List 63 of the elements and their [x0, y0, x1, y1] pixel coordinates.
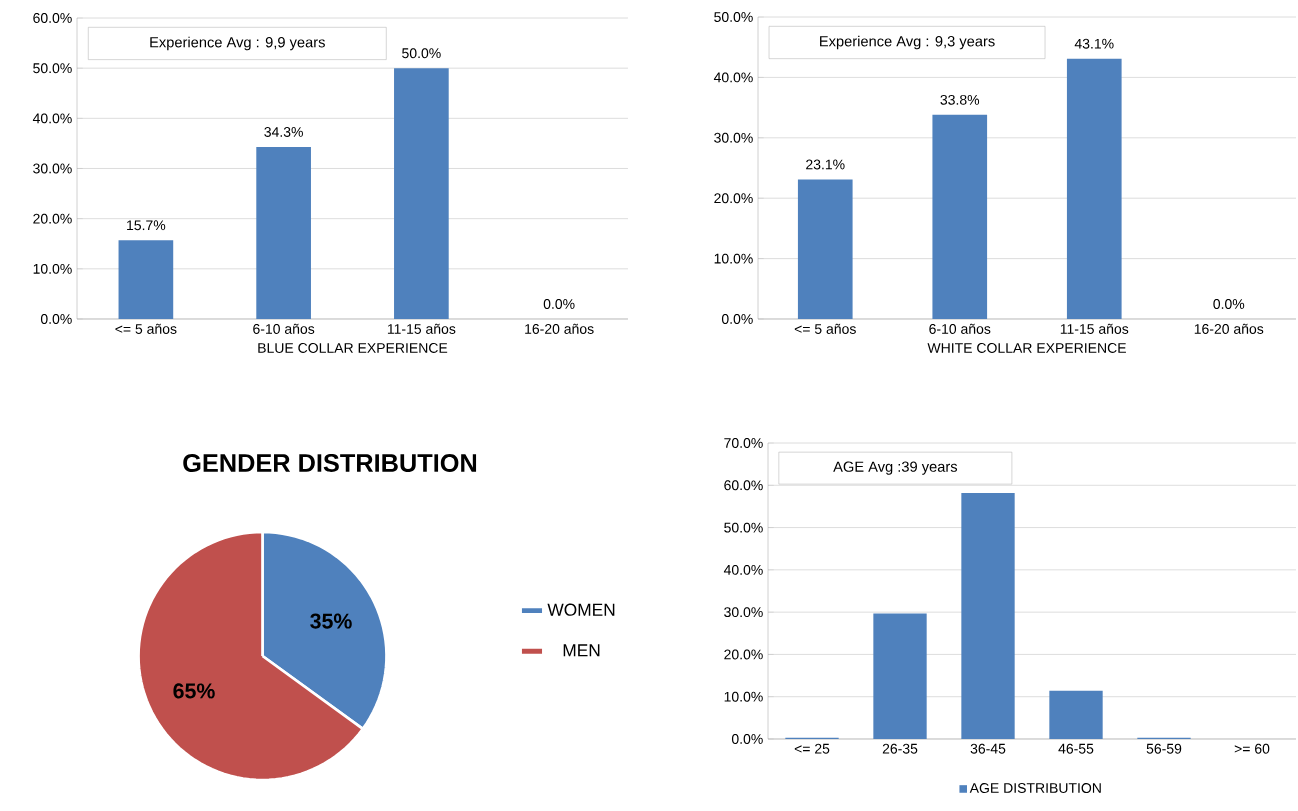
- x-tick-label: 56-59: [1146, 743, 1182, 754]
- bar: [797, 179, 853, 319]
- x-tick-label: 11-15 años: [387, 323, 456, 334]
- y-tick-label: 50.0%: [714, 12, 753, 22]
- legend-label: AGE DISTRIBUTION: [969, 783, 1101, 793]
- bar: [932, 114, 988, 319]
- data-label: 43.1%: [1074, 38, 1114, 49]
- x-tick-label: 6-10 años: [253, 323, 315, 334]
- x-tick-label: 6-10 años: [929, 323, 991, 334]
- y-tick-label: 10.0%: [724, 691, 763, 702]
- legend-label: MEN: [563, 644, 600, 657]
- annotation: AGE Avg :39 years: [833, 461, 958, 475]
- annotation: Experience Avg : 9,9 years: [150, 36, 325, 51]
- data-label: 33.8%: [940, 94, 980, 105]
- bar: [394, 68, 449, 319]
- bar: [256, 146, 311, 319]
- data-label: 65%: [173, 683, 215, 699]
- data-label: 0.0%: [543, 299, 575, 309]
- x-tick-label: 11-15 años: [1060, 323, 1129, 334]
- x-tick-label: 36-45: [970, 743, 1006, 754]
- y-tick-label: 30.0%: [33, 163, 72, 174]
- data-label: 34.3%: [264, 126, 303, 137]
- y-tick-label: 40.0%: [713, 72, 753, 83]
- x-tick-label: 16-20 años: [525, 323, 594, 334]
- x-tick-label: 16-20 años: [1194, 323, 1264, 334]
- legend-label: WOMEN: [547, 603, 615, 616]
- y-tick-label: 30.0%: [724, 607, 763, 618]
- bar: [1066, 58, 1122, 319]
- y-tick-label: 0.0%: [721, 314, 753, 324]
- bar: [1049, 690, 1103, 739]
- y-tick-label: 20.0%: [33, 213, 72, 224]
- bar: [118, 240, 174, 319]
- y-tick-label: 40.0%: [32, 113, 72, 124]
- y-tick-label: 0.0%: [40, 314, 72, 324]
- data-label: 35%: [310, 613, 352, 629]
- bar: [873, 613, 927, 739]
- y-tick-label: 40.0%: [723, 564, 763, 575]
- x-tick-label: <= 5 años: [115, 323, 177, 334]
- x-tick-label: <= 25: [794, 743, 830, 754]
- y-tick-label: 50.0%: [33, 63, 72, 74]
- bar: [961, 492, 1015, 739]
- x-axis-title: BLUE COLLAR EXPERIENCE: [258, 343, 448, 353]
- data-label: 23.1%: [806, 159, 845, 170]
- x-tick-label: >= 60: [1234, 743, 1270, 754]
- annotation: Experience Avg : 9,3 years: [820, 35, 995, 50]
- y-tick-label: 10.0%: [714, 253, 753, 264]
- y-tick-label: 20.0%: [714, 193, 753, 204]
- y-tick-label: 50.0%: [724, 522, 763, 533]
- y-tick-label: 60.0%: [33, 13, 72, 23]
- y-tick-label: 60.0%: [724, 480, 763, 491]
- data-label: 50.0%: [402, 48, 441, 59]
- x-tick-label: <= 5 años: [794, 323, 856, 334]
- y-tick-label: 20.0%: [724, 649, 763, 660]
- x-tick-label: 26-35: [882, 743, 918, 754]
- data-label: 15.7%: [127, 220, 166, 231]
- y-tick-label: 0.0%: [731, 734, 763, 744]
- data-label: 0.0%: [1213, 299, 1245, 309]
- chart-title: GENDER DISTRIBUTION: [183, 454, 477, 472]
- y-tick-label: 10.0%: [33, 263, 72, 274]
- y-tick-label: 30.0%: [714, 132, 753, 143]
- x-tick-label: 46-55: [1058, 743, 1094, 754]
- x-axis-title: WHITE COLLAR EXPERIENCE: [927, 343, 1126, 353]
- y-tick-label: 70.0%: [724, 438, 763, 448]
